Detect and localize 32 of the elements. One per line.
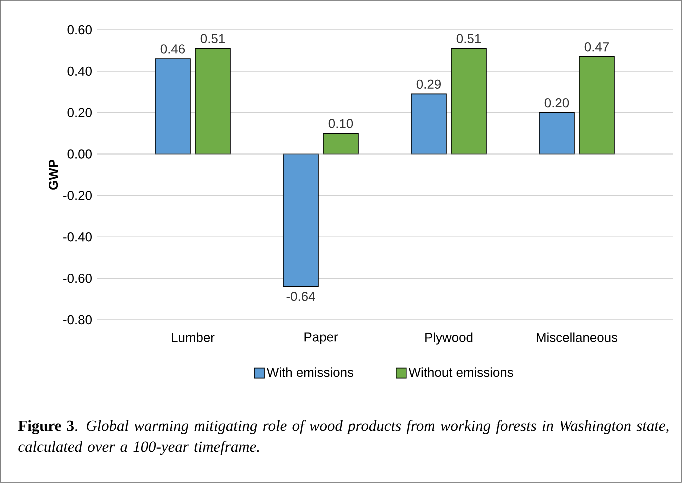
y-tick-label: -0.20 (64, 191, 92, 200)
y-tick-label: -0.40 (64, 232, 92, 242)
y-tick-label: 0.60 (68, 25, 92, 35)
bar (155, 58, 191, 155)
y-tick-label: 0.00 (68, 150, 92, 159)
data-label: 0.10 (328, 119, 354, 128)
y-tick-label: -0.60 (64, 274, 92, 284)
data-label: 0.46 (160, 44, 186, 54)
data-label: 0.51 (200, 34, 225, 44)
legend-label: With emissions (266, 368, 354, 378)
data-label: 0.47 (584, 42, 609, 52)
bar (411, 94, 447, 155)
x-tick-label: Miscellaneous (537, 332, 618, 342)
bar (283, 154, 319, 288)
y-tick-label: 0.20 (68, 108, 92, 118)
x-tick-label: Plywood (426, 332, 473, 345)
y-tick-label: 0.40 (68, 66, 92, 76)
x-tick-label: Paper (304, 332, 338, 344)
bar (451, 48, 487, 155)
bar (323, 133, 359, 155)
legend-label: Without emissions (408, 368, 514, 378)
data-label: -0.64 (286, 292, 316, 302)
data-label: 0.29 (416, 80, 441, 89)
y-axis-title: GWP (48, 160, 58, 190)
data-label: 0.51 (456, 34, 481, 44)
bar (579, 56, 615, 155)
y-tick-label: -0.80 (64, 315, 92, 325)
x-tick-label: Lumber (172, 332, 215, 342)
data-label: 0.20 (544, 98, 570, 108)
bar (195, 48, 231, 155)
bar (539, 112, 575, 155)
text: Figure 3. Global warming mitigating role of wood products from working forests in Washington state, calculated over a 100-year timeframe. (18, 420, 669, 456)
